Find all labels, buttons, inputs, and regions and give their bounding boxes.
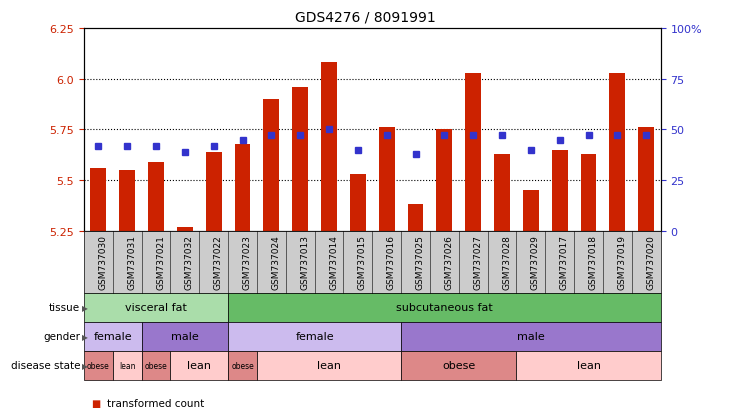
- Text: male: male: [171, 332, 199, 342]
- Text: obese: obese: [87, 361, 109, 370]
- Text: GSM737027: GSM737027: [473, 235, 483, 290]
- Text: gender: gender: [43, 332, 80, 342]
- Text: GSM737024: GSM737024: [272, 235, 280, 290]
- Bar: [234, 144, 250, 231]
- Text: obese: obese: [231, 361, 254, 370]
- Text: lean: lean: [119, 361, 136, 370]
- Bar: [321, 63, 337, 231]
- Bar: [580, 154, 596, 231]
- Text: GSM737017: GSM737017: [560, 235, 569, 290]
- Bar: [91, 169, 107, 231]
- Text: GSM737013: GSM737013: [300, 235, 310, 290]
- Bar: [437, 130, 453, 231]
- Bar: [148, 162, 164, 231]
- Bar: [465, 74, 481, 231]
- Bar: [177, 227, 193, 231]
- Text: ▶: ▶: [82, 303, 88, 312]
- Text: subcutaneous fat: subcutaneous fat: [396, 303, 493, 313]
- Text: ■: ■: [91, 398, 101, 408]
- Text: disease state: disease state: [11, 361, 80, 370]
- Text: female: female: [93, 332, 132, 342]
- Text: GSM737015: GSM737015: [358, 235, 367, 290]
- Text: GSM737029: GSM737029: [531, 235, 540, 290]
- Text: GSM737032: GSM737032: [185, 235, 194, 290]
- Bar: [407, 205, 423, 231]
- Text: GSM737031: GSM737031: [127, 235, 137, 290]
- Text: GSM737019: GSM737019: [618, 235, 626, 290]
- Text: transformed count: transformed count: [107, 398, 204, 408]
- Text: tissue: tissue: [49, 303, 80, 313]
- Text: GSM737018: GSM737018: [588, 235, 598, 290]
- Text: GDS4276 / 8091991: GDS4276 / 8091991: [295, 10, 435, 24]
- Text: percentile rank within the sample: percentile rank within the sample: [107, 412, 283, 413]
- Text: GSM737030: GSM737030: [99, 235, 107, 290]
- Text: ▶: ▶: [82, 361, 88, 370]
- Bar: [264, 100, 280, 231]
- Bar: [523, 191, 539, 231]
- Bar: [292, 88, 308, 231]
- Text: GSM737028: GSM737028: [502, 235, 511, 290]
- Bar: [552, 150, 568, 231]
- Text: visceral fat: visceral fat: [125, 303, 187, 313]
- Bar: [119, 171, 135, 231]
- Text: GSM737026: GSM737026: [445, 235, 453, 290]
- Bar: [638, 128, 654, 231]
- Text: lean: lean: [188, 361, 211, 370]
- Text: GSM737025: GSM737025: [415, 235, 425, 290]
- Text: ▶: ▶: [82, 332, 88, 341]
- Text: obese: obese: [145, 361, 167, 370]
- Bar: [379, 128, 395, 231]
- Text: GSM737014: GSM737014: [329, 235, 338, 290]
- Text: female: female: [296, 332, 334, 342]
- Text: lean: lean: [577, 361, 601, 370]
- Text: GSM737023: GSM737023: [242, 235, 252, 290]
- Text: lean: lean: [317, 361, 341, 370]
- Bar: [610, 74, 626, 231]
- Text: GSM737021: GSM737021: [156, 235, 165, 290]
- Bar: [494, 154, 510, 231]
- Text: male: male: [517, 332, 545, 342]
- Text: obese: obese: [442, 361, 475, 370]
- Text: GSM737020: GSM737020: [646, 235, 656, 290]
- Text: GSM737016: GSM737016: [387, 235, 396, 290]
- Text: GSM737022: GSM737022: [214, 235, 223, 290]
- Text: ■: ■: [91, 412, 101, 413]
- Bar: [206, 152, 222, 231]
- Bar: [350, 175, 366, 231]
